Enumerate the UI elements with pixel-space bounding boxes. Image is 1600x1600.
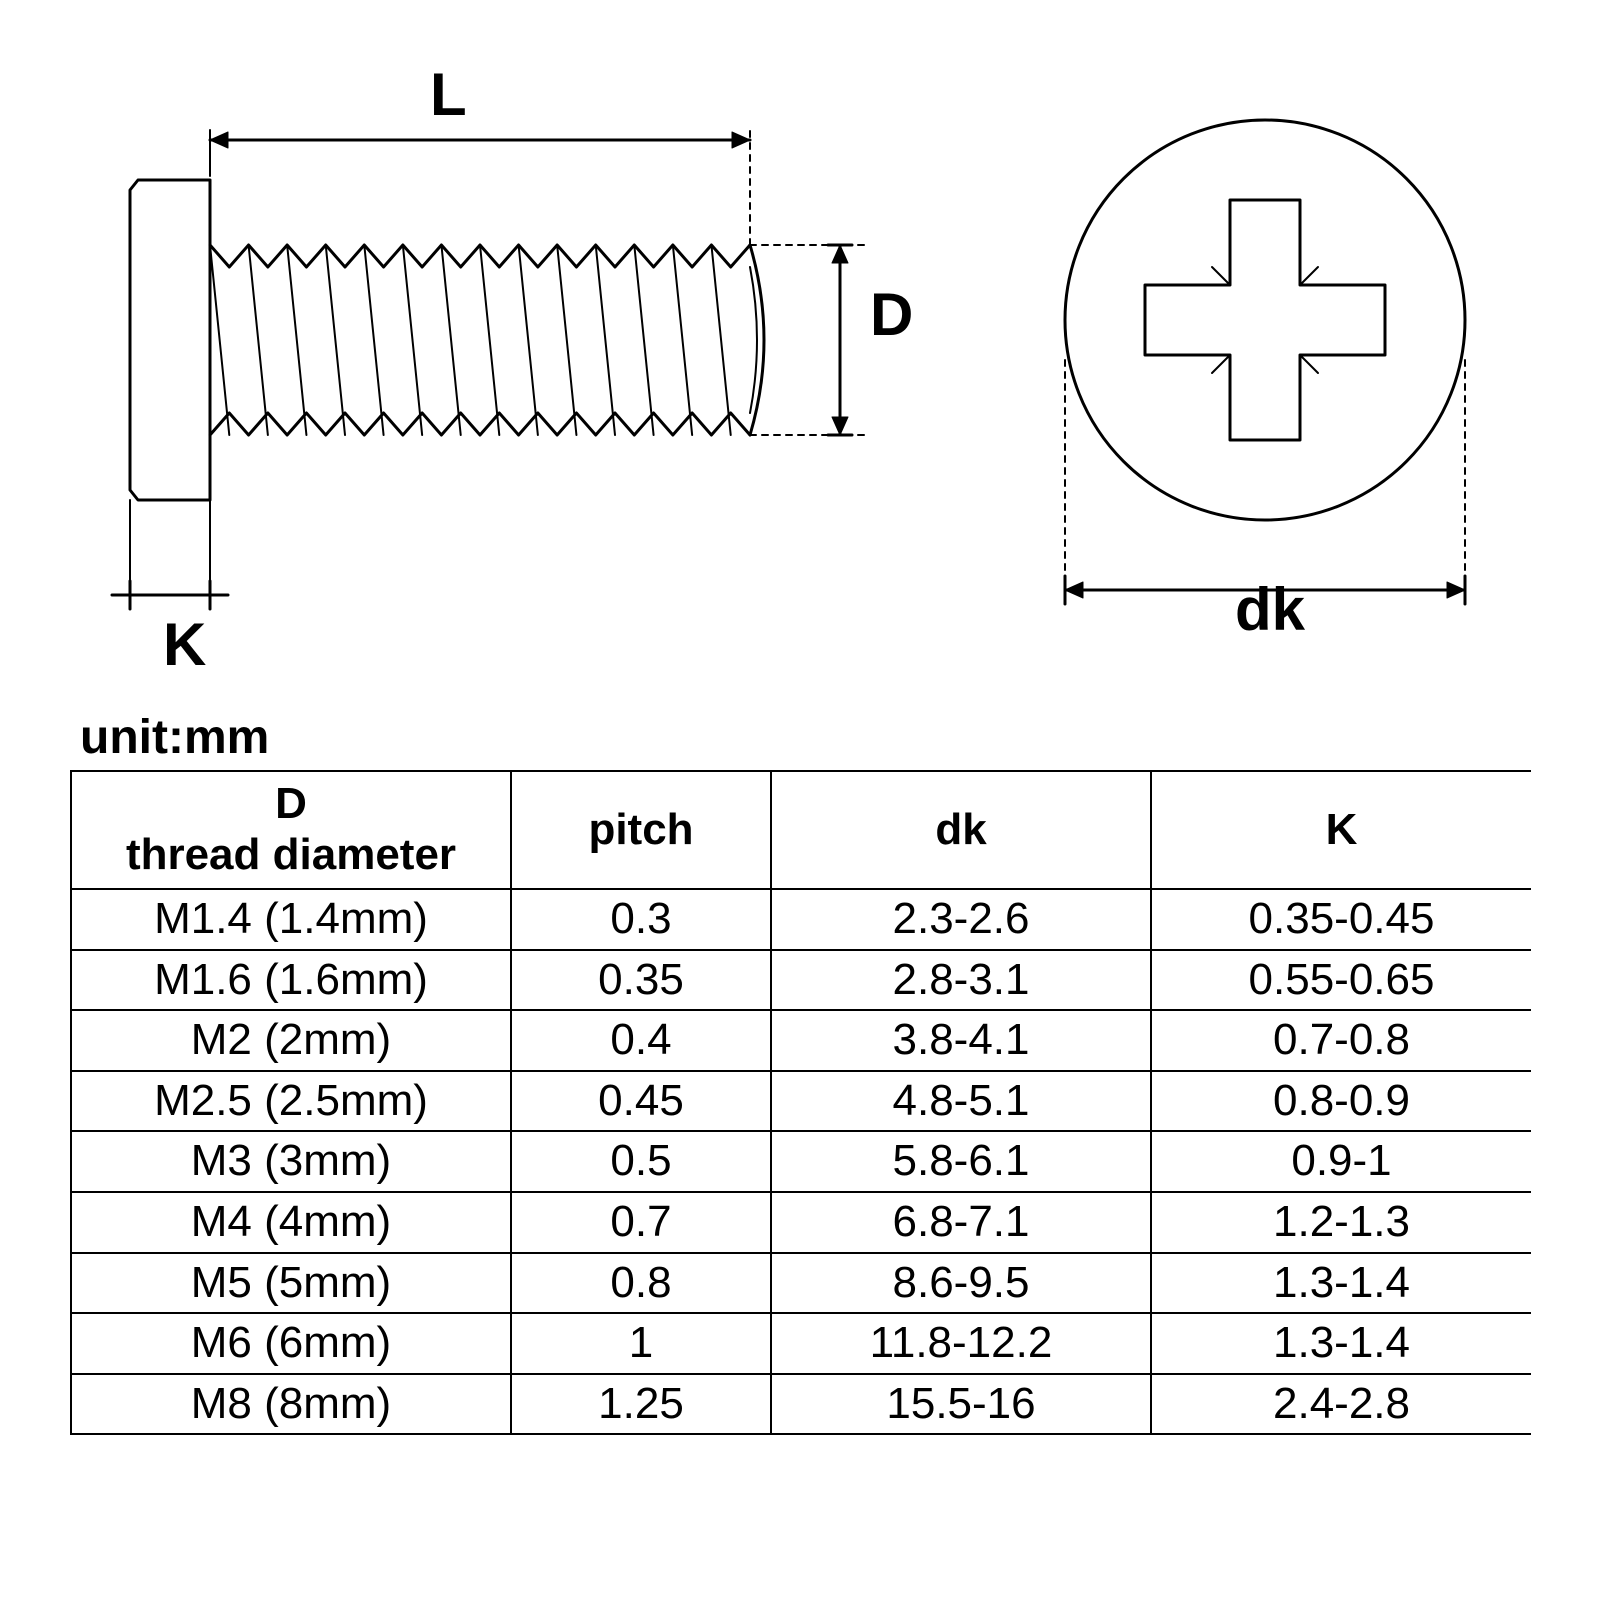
cell-K: 1.2-1.3 xyxy=(1151,1192,1531,1253)
table-row: M2 (2mm)0.43.8-4.10.7-0.8 xyxy=(71,1010,1531,1071)
table-row: M4 (4mm)0.76.8-7.11.2-1.3 xyxy=(71,1192,1531,1253)
cell-dk: 2.8-3.1 xyxy=(771,950,1151,1011)
cell-K: 2.4-2.8 xyxy=(1151,1374,1531,1435)
cell-pitch: 0.45 xyxy=(511,1071,771,1132)
cell-pitch: 1.25 xyxy=(511,1374,771,1435)
cell-K: 0.35-0.45 xyxy=(1151,889,1531,950)
table-row: M6 (6mm)111.8-12.21.3-1.4 xyxy=(71,1313,1531,1374)
cell-dk: 8.6-9.5 xyxy=(771,1253,1151,1314)
cell-D: M2.5 (2.5mm) xyxy=(71,1071,511,1132)
cell-K: 1.3-1.4 xyxy=(1151,1313,1531,1374)
table-row: M1.4 (1.4mm)0.32.3-2.60.35-0.45 xyxy=(71,889,1531,950)
cell-K: 1.3-1.4 xyxy=(1151,1253,1531,1314)
cell-D: M5 (5mm) xyxy=(71,1253,511,1314)
cell-D: M1.6 (1.6mm) xyxy=(71,950,511,1011)
spec-table: D thread diameter pitch dk K M1.4 (1.4mm… xyxy=(70,770,1531,1435)
cell-dk: 2.3-2.6 xyxy=(771,889,1151,950)
cell-pitch: 0.8 xyxy=(511,1253,771,1314)
cell-dk: 15.5-16 xyxy=(771,1374,1151,1435)
cell-dk: 5.8-6.1 xyxy=(771,1131,1151,1192)
cell-D: M8 (8mm) xyxy=(71,1374,511,1435)
diagram-area xyxy=(70,90,1530,670)
table-row: M1.6 (1.6mm)0.352.8-3.10.55-0.65 xyxy=(71,950,1531,1011)
cell-D: M2 (2mm) xyxy=(71,1010,511,1071)
table-row: M2.5 (2.5mm)0.454.8-5.10.8-0.9 xyxy=(71,1071,1531,1132)
cell-K: 0.7-0.8 xyxy=(1151,1010,1531,1071)
col-header-D: D thread diameter xyxy=(71,771,511,889)
cell-D: M1.4 (1.4mm) xyxy=(71,889,511,950)
cell-K: 0.9-1 xyxy=(1151,1131,1531,1192)
col-header-D-line1: D xyxy=(275,779,307,828)
cell-D: M6 (6mm) xyxy=(71,1313,511,1374)
cell-K: 0.8-0.9 xyxy=(1151,1071,1531,1132)
col-header-D-line2: thread diameter xyxy=(72,830,510,881)
dim-label-K: K xyxy=(163,610,206,679)
dim-label-dk: dk xyxy=(1235,575,1305,644)
col-header-dk: dk xyxy=(771,771,1151,889)
cell-pitch: 1 xyxy=(511,1313,771,1374)
cell-pitch: 0.5 xyxy=(511,1131,771,1192)
table-row: M3 (3mm)0.55.8-6.10.9-1 xyxy=(71,1131,1531,1192)
cell-dk: 3.8-4.1 xyxy=(771,1010,1151,1071)
canvas: L D K dk unit:mm D thread diameter pitch… xyxy=(0,0,1600,1600)
table-row: M5 (5mm)0.88.6-9.51.3-1.4 xyxy=(71,1253,1531,1314)
cell-pitch: 0.35 xyxy=(511,950,771,1011)
table-row: M8 (8mm)1.2515.5-162.4-2.8 xyxy=(71,1374,1531,1435)
cell-dk: 4.8-5.1 xyxy=(771,1071,1151,1132)
unit-label: unit:mm xyxy=(80,710,269,765)
cell-pitch: 0.4 xyxy=(511,1010,771,1071)
dim-label-L: L xyxy=(430,60,467,129)
table-header-row: D thread diameter pitch dk K xyxy=(71,771,1531,889)
cell-dk: 6.8-7.1 xyxy=(771,1192,1151,1253)
cell-pitch: 0.3 xyxy=(511,889,771,950)
col-header-K: K xyxy=(1151,771,1531,889)
cell-D: M4 (4mm) xyxy=(71,1192,511,1253)
cell-K: 0.55-0.65 xyxy=(1151,950,1531,1011)
dim-label-D: D xyxy=(870,280,913,349)
cell-dk: 11.8-12.2 xyxy=(771,1313,1151,1374)
col-header-pitch: pitch xyxy=(511,771,771,889)
cell-pitch: 0.7 xyxy=(511,1192,771,1253)
cell-D: M3 (3mm) xyxy=(71,1131,511,1192)
screw-diagram-svg xyxy=(70,90,1530,670)
